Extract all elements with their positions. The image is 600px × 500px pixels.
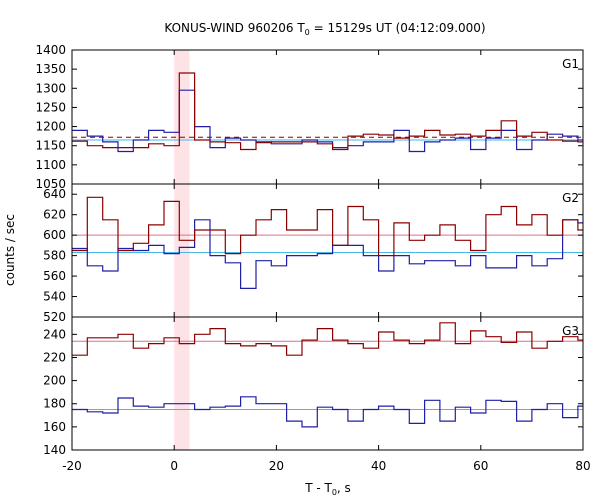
y-tick-label: 560 [43,269,66,283]
burst-highlight-band [174,50,190,450]
y-tick-label: 1200 [35,120,66,134]
panel-g1: 1050 1100 1150 1200 1250 1300 1350 1400 G1 [35,43,584,191]
panel-frame [71,49,584,185]
panel-label: G2 [562,191,579,205]
y-tick-label: 1050 [35,177,66,191]
panel-g2: 520 540 560 580 600 620 640 G2 [43,183,584,324]
y-tick-label: 1350 [35,62,66,76]
x-tick-label: -20 [62,459,82,473]
y-tick-label: 580 [43,249,66,263]
y-tick-label: 1400 [35,43,66,57]
y-tick-label: 540 [43,290,66,304]
y-tick-label: 1300 [35,81,66,95]
plot-area: 10501100115012001250130013501400G1520540… [35,43,590,473]
y-tick-label: 520 [43,310,66,324]
y-tick-label: 600 [43,228,66,242]
chart-title: KONUS-WIND 960206 T0 = 15129s UT (04:12:… [164,21,485,37]
x-tick-label: 20 [269,459,284,473]
y-tick-label: 160 [43,420,66,434]
series-low-step [72,396,583,428]
x-tick-label: 40 [371,459,386,473]
y-tick-label: 640 [43,187,66,201]
y-tick-label: 220 [43,350,66,364]
y-tick-label: 1100 [35,158,66,172]
y-tick-label: 1150 [35,139,66,153]
y-tick-label: 620 [43,208,66,222]
series-high-step [72,196,583,257]
y-tick-label: 140 [43,443,66,457]
series-high-step [72,322,583,356]
panel-g3: 140 160 180 200 220 240 G3 [43,316,584,457]
y-tick-label: 200 [43,374,66,388]
x-tick-label: 60 [473,459,488,473]
panel-frame [71,316,584,451]
y-tick-label: 1250 [35,100,66,114]
x-tick-label: 80 [575,459,590,473]
x-tick-label: 0 [170,459,178,473]
x-axis-label: T - T0, s [304,481,351,497]
panel-label: G1 [562,57,579,71]
y-tick-label: 240 [43,327,66,341]
series-high-step [72,72,583,151]
panel-label: G3 [562,324,579,338]
y-tick-label: 180 [43,397,66,411]
series-low-step [72,219,583,289]
y-axis-label: counts / sec [3,214,17,286]
